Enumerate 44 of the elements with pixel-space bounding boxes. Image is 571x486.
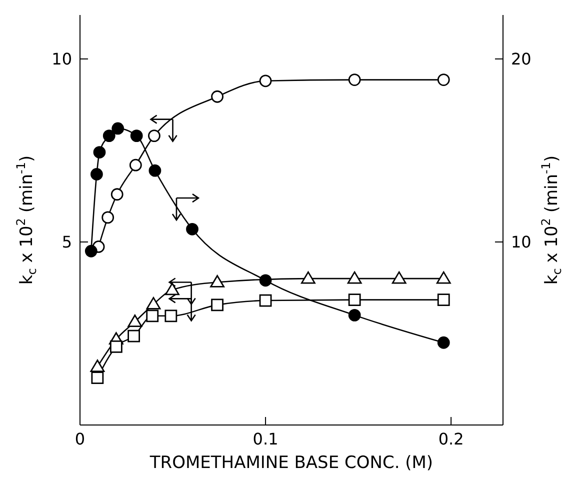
point	[210, 275, 224, 288]
point	[110, 188, 124, 201]
point	[186, 222, 198, 236]
point	[211, 298, 224, 312]
point	[164, 310, 178, 322]
point	[165, 282, 180, 296]
point	[348, 74, 361, 86]
point	[437, 336, 450, 349]
point	[84, 244, 98, 258]
point	[348, 294, 361, 306]
y-tick-label: 5	[62, 232, 72, 252]
point	[146, 296, 161, 310]
point	[129, 158, 142, 172]
point	[259, 294, 272, 307]
x-tick-label: 0.2	[438, 429, 464, 448]
x-axis-title: TROMETHAMINE BASE CONC. (M)	[148, 453, 434, 473]
x-tick-label: 0	[74, 429, 86, 448]
point	[259, 274, 272, 287]
point	[91, 372, 104, 384]
y2-tick-label: 20	[511, 50, 532, 69]
point	[128, 314, 142, 327]
point	[148, 130, 160, 142]
point	[300, 271, 316, 284]
point	[102, 211, 114, 224]
point	[110, 340, 122, 353]
y2-tick-label: 10	[511, 232, 532, 252]
point	[130, 130, 143, 142]
point	[102, 130, 116, 142]
point	[437, 74, 450, 86]
point	[437, 294, 450, 306]
point	[436, 271, 451, 284]
point	[93, 146, 106, 158]
point	[392, 271, 406, 284]
point	[211, 90, 224, 103]
point	[90, 168, 103, 180]
x-tick-label: 0.1	[252, 429, 278, 448]
point	[112, 122, 124, 135]
point	[128, 330, 140, 342]
point	[347, 271, 362, 284]
point	[146, 310, 159, 322]
point	[348, 308, 361, 322]
point	[148, 164, 162, 177]
point	[90, 360, 105, 372]
point	[259, 74, 272, 88]
